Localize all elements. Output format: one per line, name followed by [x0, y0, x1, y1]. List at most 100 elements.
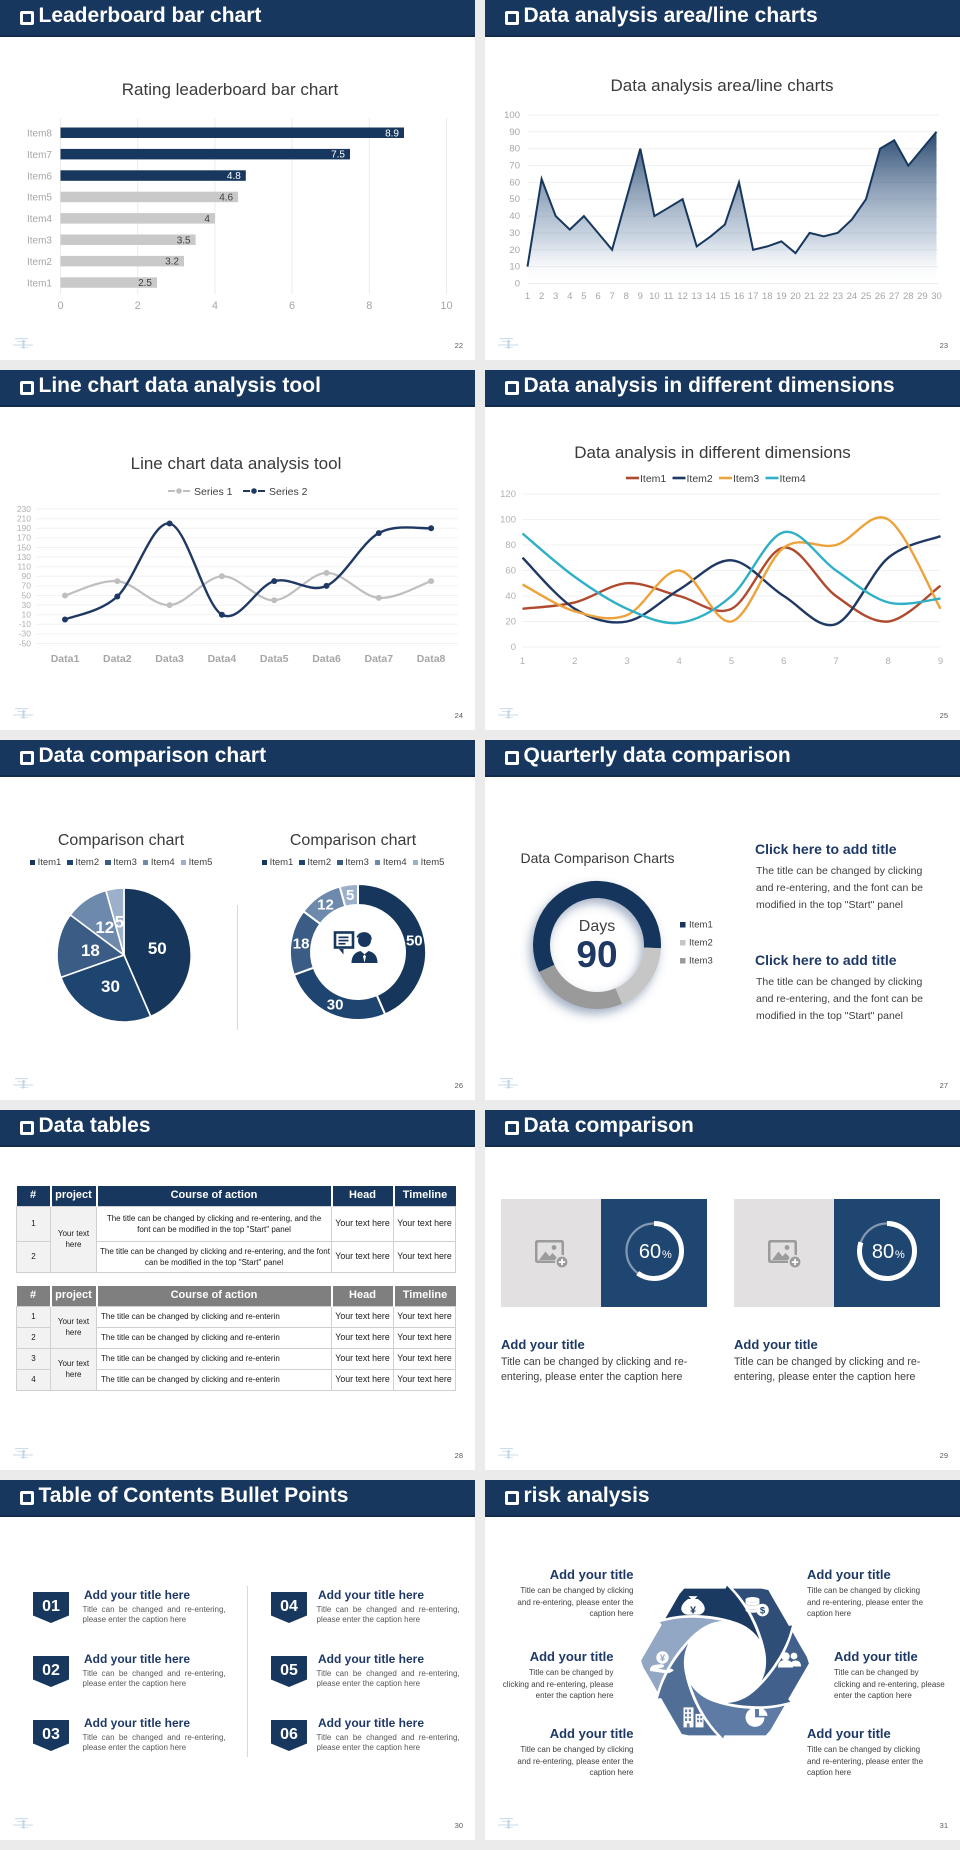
svg-text:30: 30 [327, 997, 344, 1014]
svg-text:Item3: Item3 [27, 236, 52, 247]
svg-text:20: 20 [509, 245, 520, 256]
svg-text:10: 10 [440, 300, 452, 312]
svg-text:5: 5 [581, 291, 586, 302]
svg-text:20: 20 [790, 291, 801, 302]
svg-text:210: 210 [17, 514, 31, 524]
svg-text:Data3: Data3 [155, 653, 184, 665]
svg-text:6: 6 [595, 291, 600, 302]
svg-text:5: 5 [115, 912, 124, 931]
svg-text:Item4: Item4 [780, 473, 806, 485]
svg-text:9: 9 [938, 656, 943, 667]
svg-text:Days: Days [579, 918, 615, 935]
svg-text:170: 170 [17, 533, 31, 543]
svg-text:Item7: Item7 [27, 150, 52, 161]
svg-text:4.8: 4.8 [227, 171, 241, 182]
svg-text:Item4: Item4 [27, 214, 52, 225]
svg-text:¥: ¥ [690, 1604, 696, 1616]
svg-text:17: 17 [748, 291, 759, 302]
svg-text:Item2: Item2 [27, 257, 52, 268]
svg-text:16: 16 [734, 291, 745, 302]
svg-text:40: 40 [509, 211, 520, 222]
svg-text:50: 50 [406, 932, 423, 949]
svg-text:150: 150 [17, 542, 31, 552]
svg-text:100: 100 [504, 110, 520, 121]
svg-text:13: 13 [691, 291, 702, 302]
svg-text:40: 40 [505, 591, 516, 602]
svg-text:27: 27 [889, 291, 900, 302]
svg-text:90: 90 [576, 934, 617, 975]
svg-text:Series 1: Series 1 [194, 486, 233, 498]
svg-text:190: 190 [17, 523, 31, 533]
svg-text:3: 3 [553, 291, 558, 302]
svg-text:-30: -30 [19, 629, 32, 639]
svg-text:30: 30 [101, 977, 120, 996]
svg-text:23: 23 [833, 291, 844, 302]
svg-text:10: 10 [22, 610, 32, 620]
svg-text:10: 10 [649, 291, 660, 302]
svg-text:2.5: 2.5 [138, 278, 152, 289]
svg-text:15: 15 [720, 291, 731, 302]
svg-text:50: 50 [22, 590, 32, 600]
svg-text:Series 2: Series 2 [269, 486, 308, 498]
svg-text:9: 9 [638, 291, 643, 302]
svg-text:Item8: Item8 [27, 129, 52, 140]
svg-text:14: 14 [706, 291, 717, 302]
svg-text:24: 24 [847, 291, 858, 302]
svg-text:70: 70 [22, 581, 32, 591]
svg-text:18: 18 [762, 291, 773, 302]
svg-text:8.9: 8.9 [385, 128, 399, 139]
svg-text:-10: -10 [19, 619, 32, 629]
svg-text:3.5: 3.5 [177, 235, 191, 246]
svg-text:Data6: Data6 [312, 653, 341, 665]
svg-text:60: 60 [639, 1241, 661, 1263]
svg-text:4: 4 [212, 300, 218, 312]
svg-text:30: 30 [22, 600, 32, 610]
svg-text:26: 26 [875, 291, 886, 302]
svg-text:8: 8 [366, 300, 372, 312]
svg-text:12: 12 [677, 291, 688, 302]
svg-text:80: 80 [872, 1241, 894, 1263]
svg-text:80: 80 [505, 540, 516, 551]
svg-text:Item1: Item1 [27, 278, 52, 289]
svg-text:10: 10 [509, 262, 520, 273]
svg-text:04: 04 [280, 1598, 298, 1615]
svg-text:Data4: Data4 [208, 653, 237, 665]
svg-text:2: 2 [135, 300, 141, 312]
svg-text:¥: ¥ [660, 1653, 666, 1664]
svg-text:03: 03 [42, 1726, 60, 1743]
svg-text:29: 29 [917, 291, 928, 302]
svg-text:7: 7 [833, 656, 838, 667]
svg-text:0: 0 [515, 279, 520, 290]
svg-text:18: 18 [293, 935, 310, 952]
svg-text:230: 230 [17, 504, 31, 514]
svg-text:50: 50 [509, 194, 520, 205]
svg-text:2: 2 [572, 656, 577, 667]
svg-text:Item5: Item5 [27, 193, 52, 204]
svg-text:8: 8 [624, 291, 629, 302]
svg-text:1: 1 [525, 291, 530, 302]
svg-text:3: 3 [624, 656, 629, 667]
svg-text:90: 90 [22, 571, 32, 581]
svg-text:22: 22 [818, 291, 829, 302]
svg-text:30: 30 [509, 228, 520, 239]
svg-text:11: 11 [664, 291, 674, 302]
svg-text:02: 02 [42, 1662, 60, 1679]
svg-text:18: 18 [81, 941, 100, 960]
svg-text:01: 01 [42, 1598, 60, 1615]
svg-text:0: 0 [511, 642, 516, 653]
svg-text:Data2: Data2 [103, 653, 132, 665]
svg-text:4: 4 [204, 214, 210, 225]
svg-text:Item1: Item1 [689, 920, 713, 931]
svg-text:19: 19 [776, 291, 787, 302]
svg-text:Data1: Data1 [51, 653, 80, 665]
svg-text:Item2: Item2 [689, 938, 713, 949]
svg-text:0: 0 [57, 300, 63, 312]
svg-text:60: 60 [505, 566, 516, 577]
svg-text:110: 110 [17, 562, 31, 572]
svg-text:130: 130 [17, 552, 31, 562]
svg-text:12: 12 [317, 897, 334, 914]
svg-text:%: % [662, 1249, 672, 1261]
svg-text:90: 90 [509, 127, 520, 138]
svg-text:Item6: Item6 [27, 171, 52, 182]
svg-text:80: 80 [509, 144, 520, 155]
